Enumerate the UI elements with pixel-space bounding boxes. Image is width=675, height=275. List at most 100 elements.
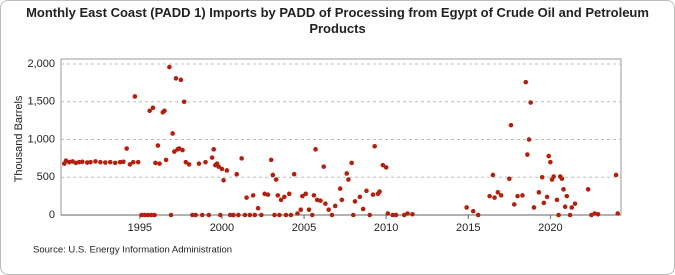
data-point (98, 159, 103, 165)
data-point (298, 207, 304, 213)
data-point (377, 189, 382, 194)
data-point (162, 108, 167, 114)
y-tick-label: 500 (37, 171, 55, 183)
data-point (236, 212, 241, 218)
data-point (498, 193, 504, 198)
data-point (508, 122, 514, 128)
data-point (88, 159, 93, 165)
data-point (107, 159, 113, 165)
data-point (385, 211, 391, 216)
data-point (227, 212, 233, 218)
data-point (360, 206, 366, 212)
data-point (346, 177, 351, 182)
data-point (339, 197, 345, 203)
data-point (147, 108, 152, 114)
data-point (157, 161, 162, 166)
data-point (372, 143, 377, 149)
data-point (344, 171, 350, 176)
data-point (242, 212, 248, 218)
data-point (270, 172, 276, 178)
data-point (303, 191, 308, 197)
data-point (313, 147, 318, 152)
data-point (390, 212, 396, 218)
data-point (155, 143, 161, 148)
data-point (247, 212, 253, 218)
data-point (554, 197, 560, 203)
data-point (536, 190, 542, 195)
data-point (337, 186, 343, 191)
data-point (507, 176, 512, 182)
data-point (152, 212, 157, 218)
y-tick-label: 1,000 (27, 133, 55, 145)
data-point (523, 79, 529, 85)
data-point (475, 212, 481, 218)
data-point (127, 162, 133, 167)
data-point (216, 164, 221, 169)
data-point (405, 211, 410, 216)
data-point (511, 202, 517, 207)
data-point (170, 131, 175, 136)
data-point (464, 205, 469, 210)
data-point (239, 156, 244, 161)
data-point (153, 160, 158, 166)
data-point (323, 201, 328, 206)
data-point (370, 192, 376, 197)
x-tick-label: 2010 (374, 222, 398, 234)
data-point (559, 176, 565, 182)
data-point (332, 203, 338, 209)
data-point (321, 164, 327, 169)
data-point (278, 197, 284, 203)
data-point (288, 212, 294, 218)
data-point (219, 166, 225, 172)
data-point (196, 161, 202, 166)
data-point (150, 105, 156, 111)
data-point (172, 149, 177, 154)
data-point (564, 193, 570, 199)
data-point (231, 212, 236, 218)
data-point (531, 205, 537, 210)
data-point (595, 211, 601, 217)
data-point (525, 152, 530, 157)
data-point (569, 205, 575, 210)
data-point (548, 159, 553, 165)
data-point (193, 212, 198, 218)
data-point (367, 212, 373, 218)
chart-title: Monthly East Coast (PADD 1) Imports by P… (26, 5, 649, 36)
data-point (272, 212, 277, 218)
data-point (178, 77, 184, 83)
data-point (349, 160, 354, 166)
data-point (268, 157, 274, 163)
data-point (309, 212, 315, 218)
y-tick-label: 0 (49, 209, 55, 221)
data-point (209, 155, 215, 160)
data-point (495, 190, 501, 195)
data-point (282, 194, 287, 200)
data-point (526, 137, 532, 142)
data-point (224, 168, 230, 173)
data-point (250, 193, 256, 198)
data-point (541, 200, 547, 206)
data-point (121, 159, 126, 165)
data-point (275, 193, 281, 198)
data-point (221, 177, 226, 183)
data-point (244, 195, 249, 200)
data-point (528, 100, 533, 105)
data-point (163, 157, 169, 163)
x-tick-label: 2005 (292, 222, 316, 234)
data-point (255, 205, 261, 211)
data-point (190, 212, 195, 218)
source-note: Source: U.S. Energy Information Administ… (33, 245, 232, 256)
data-point (183, 159, 189, 165)
data-point (103, 160, 108, 165)
data-point (180, 147, 185, 153)
data-point (186, 162, 192, 167)
y-tick-label: 1,500 (27, 96, 55, 108)
data-point (311, 193, 317, 198)
data-point (572, 201, 578, 206)
data-point (203, 159, 208, 165)
data-point (124, 146, 129, 151)
data-point (80, 159, 85, 165)
data-point (273, 177, 279, 182)
